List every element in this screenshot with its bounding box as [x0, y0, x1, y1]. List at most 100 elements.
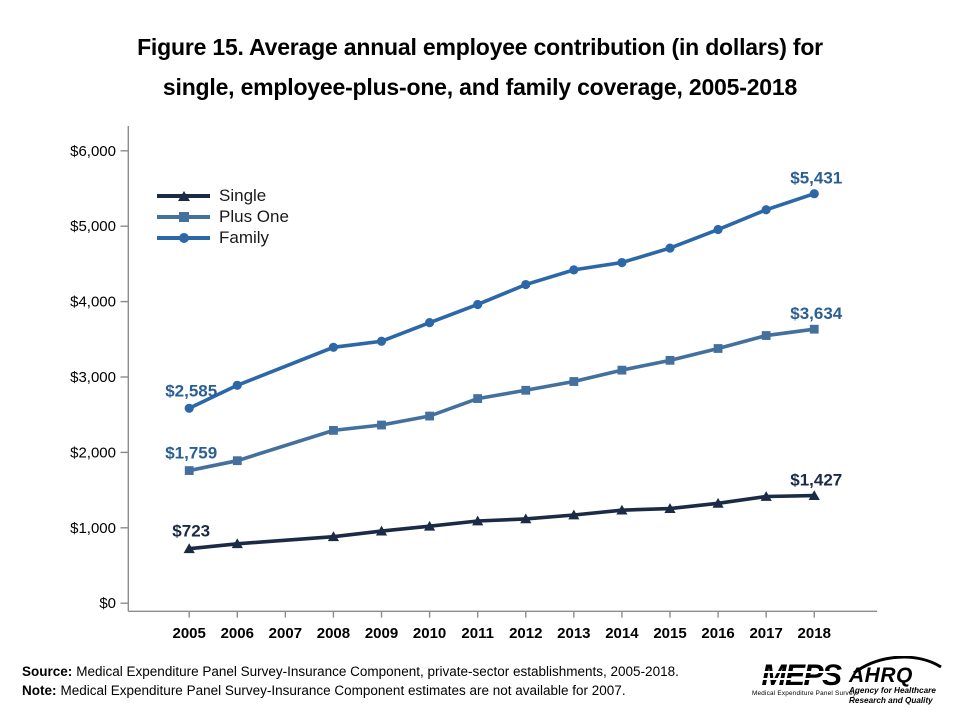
square-marker-icon [178, 211, 189, 222]
plus-one-line-sample [157, 211, 210, 222]
y-tick-label: $1,000 [70, 520, 116, 537]
marker-family [617, 257, 627, 268]
first-point-label-family: $2,585 [165, 381, 217, 400]
marker-plus-one [665, 355, 675, 365]
x-tick-label: 2006 [221, 625, 254, 642]
first-point-label-plus-one: $1,759 [165, 444, 217, 463]
triangle-marker-icon [177, 190, 190, 201]
meps-wordmark: MEPS [752, 661, 850, 691]
circle-marker-icon [178, 232, 189, 243]
marker-single [375, 525, 388, 536]
note-label: Note: [22, 683, 57, 698]
x-tick-label: 2015 [653, 625, 686, 642]
note-line: Note: Medical Expenditure Panel Survey-In… [22, 681, 679, 700]
family-line-sample [157, 232, 210, 243]
y-tick-label: $5,000 [70, 218, 116, 235]
chart-canvas: $0 $1,000 $2,000 $3,000 $4,000 $5,000 $6,000 20… [70, 126, 877, 642]
legend-label-single: Single [219, 185, 267, 205]
ahrq-tagline-line-1: Agency for Healthcare [849, 686, 936, 695]
marker-single [183, 543, 195, 554]
y-tick-label: $6,000 [70, 143, 116, 160]
marker-family [328, 342, 339, 352]
marker-family [761, 205, 771, 215]
chart-legend: Single Plus One Family [157, 185, 289, 248]
ahrq-swoosh-icon [853, 656, 942, 674]
marker-single [616, 504, 628, 515]
source-label: Source: [22, 664, 73, 679]
x-tick-label: 2018 [798, 625, 831, 642]
marker-family [569, 265, 579, 275]
marker-plus-one [473, 394, 483, 403]
ahrq-tagline-line-2: Research and Quality [849, 695, 933, 705]
x-tick-label: 2014 [605, 625, 639, 642]
legend-item-plus-one: Plus One [157, 206, 289, 227]
marker-family [665, 243, 675, 253]
marker-family [809, 189, 819, 199]
marker-plus-one [329, 425, 338, 435]
last-point-label-family: $5,431 [790, 169, 842, 188]
x-tick-label: 2007 [269, 625, 302, 642]
marker-plus-one [377, 420, 386, 430]
x-tick-label: 2005 [173, 625, 206, 642]
legend-item-family: Family [157, 227, 289, 248]
marker-family [425, 318, 435, 328]
last-point-label-plus-one: $3,634 [790, 304, 843, 323]
marker-single [568, 509, 580, 520]
source-line: Source: Medical Expenditure Panel Survey-… [22, 662, 679, 681]
y-tick-label: $2,000 [70, 444, 116, 461]
marker-plus-one [713, 344, 723, 353]
legend-label-family: Family [219, 227, 270, 247]
marker-single [520, 513, 532, 524]
single-line-sample [157, 190, 210, 201]
footer: Source: Medical Expenditure Panel Survey-… [22, 662, 679, 700]
marker-family [521, 279, 531, 290]
ahrq-tagline: Agency for Healthcare Research and Quali… [849, 686, 949, 705]
marker-family [184, 403, 194, 413]
x-tick-label: 2009 [365, 625, 398, 642]
marker-single [472, 515, 484, 526]
marker-single [808, 490, 820, 501]
marker-plus-one [521, 385, 531, 395]
first-point-label-single: $723 [172, 522, 210, 541]
legend-label-plus-one: Plus One [219, 206, 289, 226]
x-tick-label: 2008 [317, 625, 350, 642]
marker-plus-one [232, 456, 242, 466]
marker-plus-one [809, 324, 819, 334]
source-text: Medical Expenditure Panel Survey-Insuran… [76, 664, 679, 679]
marker-single [424, 520, 436, 531]
x-tick-label: 2013 [557, 625, 590, 642]
marker-single [712, 497, 724, 508]
ahrq-wordmark: AHRQ [849, 664, 913, 687]
x-tick-label: 2016 [701, 625, 734, 642]
chart-title-line-2: single, employee-plus-one, and family co… [162, 74, 798, 100]
y-tick-label: $0 [99, 595, 116, 612]
marker-single [327, 531, 340, 542]
y-tick-label: $4,000 [70, 294, 116, 311]
x-tick-label: 2012 [509, 625, 542, 642]
chart-title: Figure 15. Average annual employee contr… [0, 27, 960, 107]
legend-item-single: Single [157, 185, 289, 206]
last-point-label-single: $1,427 [790, 471, 842, 490]
x-tick-label: 2011 [461, 625, 494, 642]
marker-family [473, 299, 483, 310]
marker-family [232, 380, 242, 390]
ahrq-logo: AHRQ Agency for Healthcare Research and … [849, 656, 949, 705]
chart-title-line-1: Figure 15. Average annual employee contr… [137, 34, 823, 60]
marker-plus-one [569, 377, 579, 386]
marker-plus-one [761, 331, 771, 340]
marker-plus-one [425, 411, 434, 421]
marker-single [231, 538, 243, 549]
note-text: Medical Expenditure Panel Survey-Insuran… [60, 683, 626, 698]
marker-single [760, 491, 772, 501]
meps-logo: MEPS Medical Expenditure Panel Survey [752, 661, 857, 698]
marker-family [376, 336, 387, 346]
x-tick-label: 2010 [413, 625, 446, 642]
marker-plus-one [617, 365, 627, 375]
marker-plus-one [184, 466, 194, 475]
meps-tagline: Medical Expenditure Panel Survey [752, 690, 857, 697]
marker-family [713, 224, 723, 235]
marker-single [664, 503, 676, 513]
y-tick-label: $3,000 [70, 369, 116, 386]
x-tick-label: 2017 [749, 625, 782, 642]
